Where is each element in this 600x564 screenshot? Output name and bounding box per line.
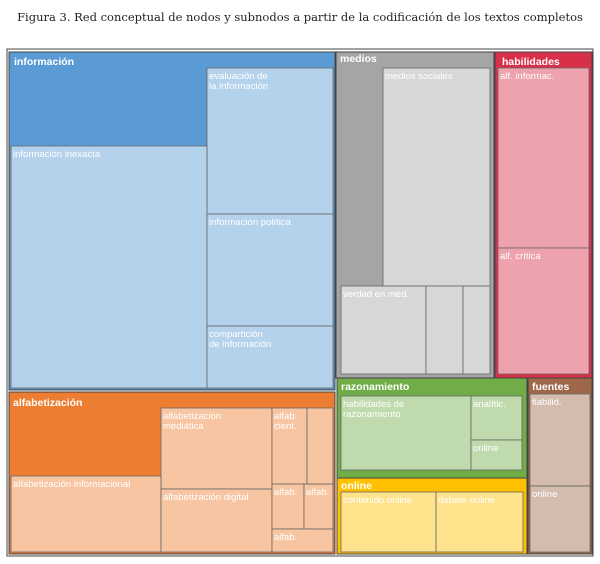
node-medios-medios-sociales-0-label: medios sociales [385,71,453,82]
node-informacion-evaluacion-de-la-informacion-0 [206,67,334,215]
node-informacion-informacion-inexacta-1 [10,145,208,389]
node-fuentes-fiabilid-0 [529,393,591,487]
node-habilidades-alf-critica-1 [497,247,590,375]
parent-label-fuentes: fuentes [532,381,570,393]
alfabetizacion-cell-a [306,407,334,485]
node-alfabetizacion-alfabetizacion-mediatica-0-label: alfabetización mediática [163,411,221,432]
node-medios-verdad-en-med-1-label: verdad en med. [343,289,409,300]
node-fuentes-online-1-label: online [532,489,557,500]
node-alfabetizacion-alfabetizacion-digital-3 [160,488,273,553]
node-alfabetizacion-alfab-5 [303,483,334,530]
node-alfabetizacion-alfab-4-label: alfab. [274,487,297,498]
node-alfabetizacion-alfab-cient-1-label: alfab. cient. [274,411,297,432]
node-informacion-comparticion-de-informacion-3 [206,325,334,389]
node-razonamiento-online-2 [470,439,523,471]
node-alfabetizacion-alfab-6-label: alfab. [274,532,297,543]
node-medios-medios-sociales-0 [382,67,491,287]
node-alfabetizacion-alfabetizacion-digital-3-label: alfabetización digital [163,492,249,503]
node-informacion-informacion-politica-2 [206,213,334,327]
parent-label-informacion: información [14,56,74,68]
medios-cell-b [462,285,491,375]
node-razonamiento-analitic-1-label: analític. [473,399,506,410]
node-informacion-informacion-politica-2-label: información política [209,217,292,228]
node-alfabetizacion-alfabetizacion-mediatica-0 [160,407,273,490]
parent-label-alfabetizacion: alfabetización [13,397,82,409]
node-habilidades-alf-informac-0 [497,67,590,249]
node-razonamiento-habilidades-de-razonamiento-0-label: habilidades de razonamiento [343,399,404,420]
node-online-contenido-online-0 [340,491,437,553]
node-razonamiento-habilidades-de-razonamiento-0 [340,395,472,471]
parent-label-online: online [341,480,372,492]
node-alfabetizacion-alfab-4 [271,483,305,530]
node-alfabetizacion-alfab-5-label: alfab. [306,487,329,498]
node-informacion-comparticion-de-informacion-3-label: compartición de información [209,329,271,350]
medios-cell-a [425,285,464,375]
node-online-contenido-online-0-label: contenido online [343,495,412,506]
node-informacion-informacion-inexacta-1-label: información inexacta [13,149,101,160]
node-alfabetizacion-alfabetizacion-informacional-2 [10,475,162,553]
node-online-debate-online-1 [435,491,524,553]
chart-title: Figura 3. Red conceptual de nodos y subn… [17,10,583,24]
node-informacion-evaluacion-de-la-informacion-0-label: evaluación de la información [209,71,268,92]
node-alfabetizacion-alfab-cient-1 [271,407,308,485]
node-razonamiento-online-2-label: online [473,443,498,454]
node-online-debate-online-1-label: debate online [438,495,495,506]
node-medios-verdad-en-med-1 [340,285,427,375]
node-fuentes-fiabilid-0-label: fiabilid. [532,397,562,408]
node-alfabetizacion-alfab-6 [271,528,334,553]
parent-label-razonamiento: razonamiento [341,381,409,393]
parent-label-habilidades: habilidades [502,56,560,68]
node-alfabetizacion-alfabetizacion-informacional-2-label: alfabetización informacional [13,479,130,490]
node-habilidades-alf-informac-0-label: alf. informac. [500,71,554,82]
node-fuentes-online-1 [529,485,591,553]
node-habilidades-alf-critica-1-label: alf. crítica [500,251,541,262]
parent-label-medios: medios [340,53,377,65]
